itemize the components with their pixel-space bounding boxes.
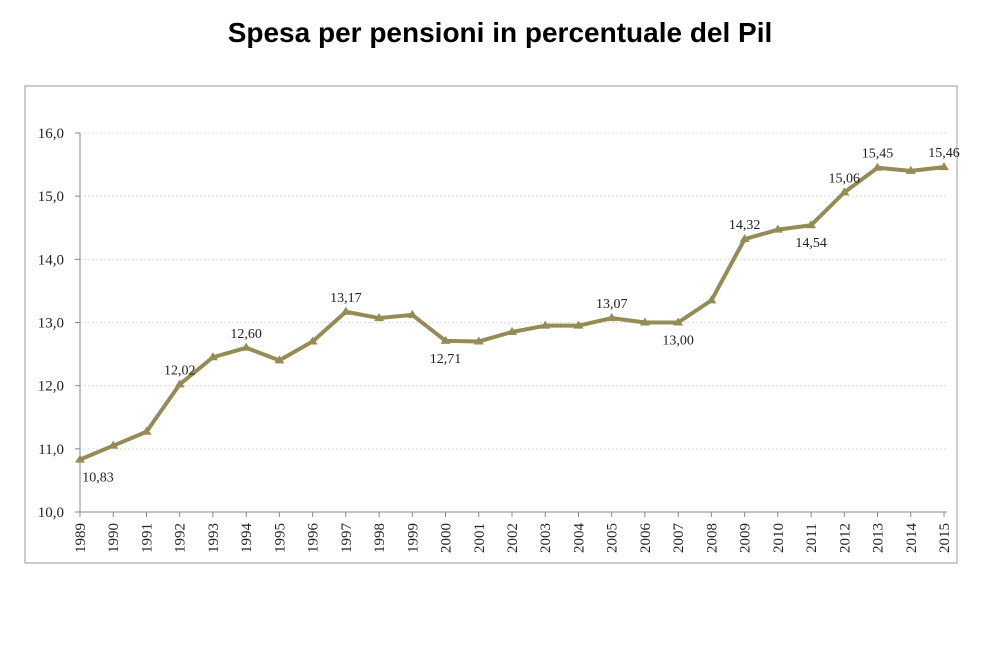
line xyxy=(79,165,945,462)
value-label: 13,00 xyxy=(662,334,694,349)
x-tick-label: 2002 xyxy=(505,523,521,553)
x-tick-label: 1991 xyxy=(139,523,155,553)
x-tick-label: 2001 xyxy=(472,523,488,553)
marker xyxy=(241,342,252,351)
y-tick-label: 16,0 xyxy=(38,126,64,142)
value-label: 12,71 xyxy=(430,352,462,367)
value-label: 12,02 xyxy=(164,363,196,378)
value-label: 14,32 xyxy=(729,218,761,233)
value-label: 12,60 xyxy=(230,327,262,342)
marker xyxy=(739,234,750,243)
x-tick-label: 2009 xyxy=(738,523,754,553)
value-label: 15,45 xyxy=(862,147,894,162)
y-tick-label: 12,0 xyxy=(38,379,64,395)
marker xyxy=(307,336,318,345)
y-tick-label: 13,0 xyxy=(38,316,64,332)
x-tick-label: 1990 xyxy=(106,523,122,553)
x-tick-label: 2011 xyxy=(804,523,820,552)
marker xyxy=(340,306,351,315)
y-tick-label: 14,0 xyxy=(38,252,64,268)
x-tick-label: 2000 xyxy=(439,523,455,553)
value-label: 13,17 xyxy=(330,291,362,306)
x-tick-label: 1993 xyxy=(206,523,222,553)
marker xyxy=(639,317,650,326)
x-tick-label: 1998 xyxy=(372,523,388,553)
marker xyxy=(141,426,152,435)
y-tick-label: 11,0 xyxy=(38,442,64,458)
marker xyxy=(606,313,617,322)
value-label: 10,83 xyxy=(82,471,114,486)
x-tick-label: 2005 xyxy=(605,523,621,553)
marker xyxy=(573,320,584,329)
chart-title: Spesa per pensioni in percentuale del Pi… xyxy=(228,17,773,48)
marker xyxy=(806,220,817,229)
marker xyxy=(440,335,451,344)
x-tick-label: 2012 xyxy=(837,523,853,553)
x-tick-label: 2014 xyxy=(904,523,920,554)
marker xyxy=(507,326,517,335)
value-label: 15,06 xyxy=(829,171,861,186)
value-label: 14,54 xyxy=(795,236,827,251)
value-label: 15,46 xyxy=(928,146,960,161)
x-tick-label: 2007 xyxy=(671,523,687,554)
marker xyxy=(407,309,418,318)
marker xyxy=(207,352,218,361)
x-tick-label: 1999 xyxy=(405,523,421,553)
marker xyxy=(772,224,783,233)
x-tick-label: 1992 xyxy=(173,523,189,553)
marker xyxy=(905,165,916,174)
x-tick-label: 2013 xyxy=(871,523,887,553)
x-tick-label: 2003 xyxy=(538,523,554,553)
marker xyxy=(939,162,949,171)
marker xyxy=(108,440,119,449)
y-tick-label: 10,0 xyxy=(38,505,64,521)
marker xyxy=(75,454,85,463)
x-tick-label: 2010 xyxy=(771,523,787,553)
marker xyxy=(274,355,285,364)
x-tick-label: 1996 xyxy=(306,523,322,554)
x-tick-label: 1995 xyxy=(272,523,288,553)
chart-frame xyxy=(24,85,958,564)
x-tick-label: 2006 xyxy=(638,523,654,554)
marker xyxy=(174,379,185,388)
x-tick-label: 2004 xyxy=(571,523,587,554)
value-label: 13,07 xyxy=(596,297,628,312)
marker xyxy=(872,162,883,171)
marker xyxy=(839,187,850,196)
marker xyxy=(374,313,385,322)
x-tick-label: 1997 xyxy=(339,523,355,554)
y-tick-label: 15,0 xyxy=(38,189,64,205)
x-tick-label: 1989 xyxy=(73,523,89,553)
marker xyxy=(540,320,551,329)
marker xyxy=(473,336,484,345)
marker xyxy=(706,295,717,304)
x-tick-label: 2008 xyxy=(704,523,720,553)
x-tick-label: 1994 xyxy=(239,523,255,554)
x-tick-label: 2015 xyxy=(937,523,953,553)
marker xyxy=(673,317,684,326)
